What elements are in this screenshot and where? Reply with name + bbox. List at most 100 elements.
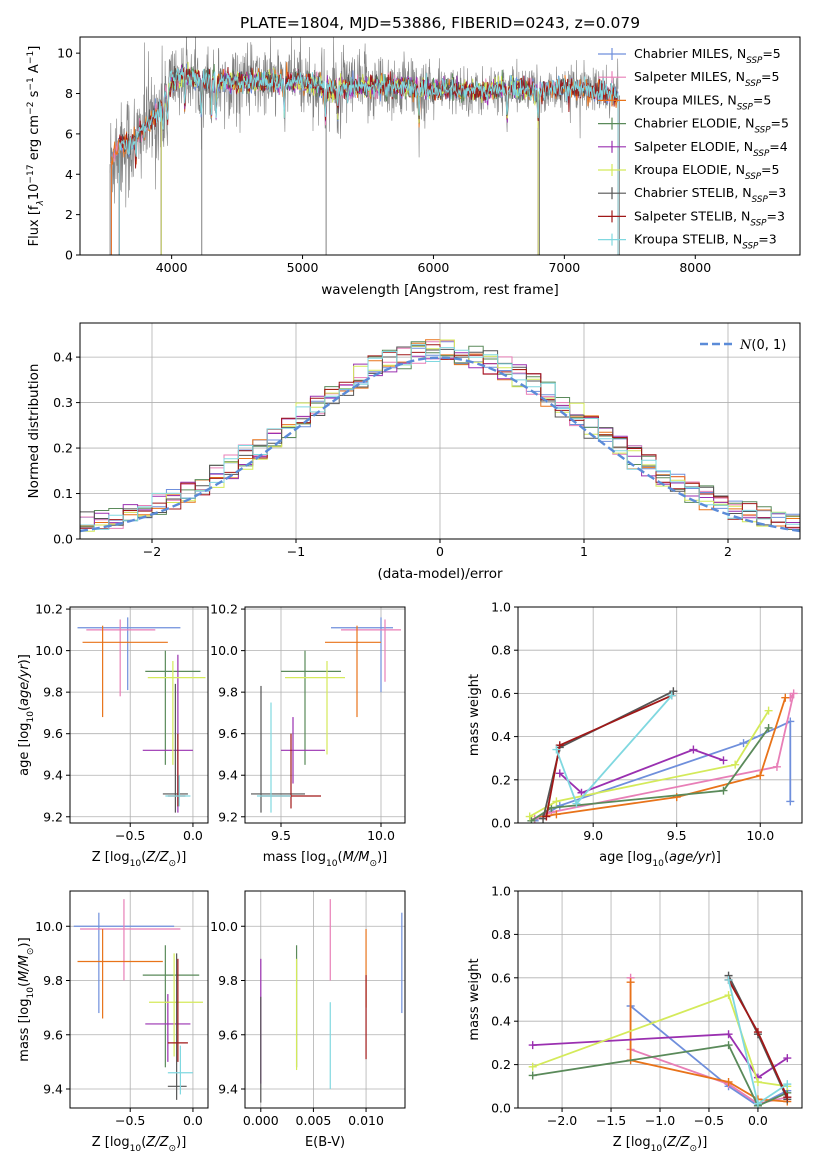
tick-label-x: 6000 xyxy=(418,260,450,275)
tick-label-x: −1 xyxy=(287,544,305,559)
tick-label-y: 0.0 xyxy=(53,532,73,547)
axes-spectrum: 4000 5000 6000 7000 8000 0 2 4 6 8 10 Chabrier MILE… xyxy=(26,36,801,298)
tick-label-x: −1.0 xyxy=(645,1113,675,1128)
legend-label: Chabrier ELODIE, NSSP=5 xyxy=(634,116,789,136)
data-point xyxy=(552,745,561,754)
tick-label-x: −0.5 xyxy=(115,1113,145,1128)
axes-residuals: −2 −1 0 1 2 0.0 0.1 0.2 0.3 0.4 N(0, 1) (data-model… xyxy=(26,322,801,582)
plot-area-mass_weight_vs_age xyxy=(525,687,798,823)
tick-label-x: −2 xyxy=(143,544,161,559)
data-point xyxy=(724,975,733,984)
tick-label-x: −0.5 xyxy=(694,1113,724,1128)
errorbar-kroupa-stelib xyxy=(165,775,191,807)
tick-label-x: 0.005 xyxy=(296,1113,332,1128)
tick-label-y: 9.8 xyxy=(218,973,238,988)
data-point xyxy=(525,812,534,821)
tick-label-y: 9.4 xyxy=(218,1082,238,1097)
x-axis-label: (data-model)/error xyxy=(377,566,503,582)
tick-label-y: 0.8 xyxy=(491,927,511,942)
tick-label-y: 0.0 xyxy=(491,816,511,831)
errorbar-salpeter-miles xyxy=(80,899,181,981)
errorbar-kroupa-miles xyxy=(325,625,381,718)
plot-area-residuals xyxy=(80,339,800,533)
x-axis-label: wavelength [Angstrom, rest frame] xyxy=(321,282,559,298)
tick-label-y: 9.6 xyxy=(43,726,63,741)
errorbar-chabrier-stelib xyxy=(167,953,187,1100)
data-point xyxy=(719,786,728,795)
data-point xyxy=(724,1041,733,1050)
normal-curve xyxy=(80,356,800,533)
tick-label-y: 10.0 xyxy=(35,643,63,658)
axes-mass_weight_vs_Z: −2.0 −1.5 −1.0 −0.5 0.0 0.0 0.2 0.4 0.6 0.8 1.0 Z [… xyxy=(467,884,803,1154)
data-point xyxy=(552,810,561,819)
tick-label-x: 7000 xyxy=(548,260,580,275)
data-point xyxy=(739,739,748,748)
x-axis-label: Z [log10(Z/Z⊙)] xyxy=(92,1135,187,1154)
axes-mass_vs_EBV: 0.000 0.005 0.010 9.4 9.6 9.8 10.0 E(B-V) xyxy=(210,890,406,1150)
x-axis-label: age [log10(age/yr)] xyxy=(599,850,721,869)
errorbar-salpeter-stelib xyxy=(167,958,188,1062)
tick-label-y: 0.6 xyxy=(491,970,511,985)
data-point xyxy=(689,745,698,754)
data-point xyxy=(731,760,740,769)
series-line-kroupa-elodie xyxy=(529,710,770,818)
tick-label-x: 9.0 xyxy=(583,828,603,843)
tick-label-x: 5000 xyxy=(287,260,319,275)
axes-frame xyxy=(69,890,209,1109)
data-point xyxy=(786,797,795,806)
tick-label-y: 9.6 xyxy=(43,1027,63,1042)
data-point xyxy=(753,1028,762,1037)
legend-label: Kroupa STELIB, NSSP=3 xyxy=(634,232,777,252)
tick-label-x: 10.0 xyxy=(746,828,774,843)
tick-label-y: 9.4 xyxy=(43,1082,63,1097)
plot-area-mass_weight_vs_Z xyxy=(528,971,792,1108)
tick-label-x: −2.0 xyxy=(547,1113,577,1128)
data-point xyxy=(719,756,728,765)
errorbar-salpeter-miles xyxy=(86,619,156,697)
data-point xyxy=(555,741,564,750)
tick-label-y: 2 xyxy=(65,207,73,222)
tick-label-y: 9.4 xyxy=(43,768,63,783)
tick-label-y: 1.0 xyxy=(491,884,511,899)
data-point xyxy=(783,1054,792,1063)
legend-label: Kroupa ELODIE, NSSP=5 xyxy=(634,162,779,182)
x-axis-label: mass [log10(M/M⊙)] xyxy=(263,850,387,869)
errorbar-kroupa-stelib xyxy=(167,1045,193,1095)
tick-label-y: 0.4 xyxy=(491,1014,511,1029)
tick-label-y: 10.0 xyxy=(35,919,63,934)
tick-label-x: 0.000 xyxy=(243,1113,279,1128)
spectrum-legend: Chabrier MILES, NSSP=5 Salpeter MILES, NS… xyxy=(598,46,789,252)
legend-label: Chabrier MILES, NSSP=5 xyxy=(634,46,781,66)
axes-mass_vs_Z: −0.5 0.0 9.4 9.6 9.8 10.0 Z [log10(Z/Z⊙)] mass … xyxy=(17,890,209,1154)
data-point xyxy=(528,1071,537,1080)
data-point xyxy=(724,1077,733,1086)
axes-frame xyxy=(517,606,803,824)
y-axis-label: Flux [fλ10−17 erg cm−2 s−1 A−1] xyxy=(26,46,46,247)
y-axis-label: mass [log10(M/M⊙)] xyxy=(17,937,36,1061)
legend-label: Chabrier STELIB, NSSP=3 xyxy=(634,185,786,205)
tick-label-y: 0 xyxy=(65,248,73,263)
y-axis-label: mass weight xyxy=(467,674,482,756)
tick-label-y: 0.3 xyxy=(53,395,73,410)
tick-label-y: 8 xyxy=(65,86,73,101)
axes-age_vs_mass: 9.5 10.0 9.2 9.4 9.6 9.8 10.0 10.2 mass [log10(M… xyxy=(210,602,406,869)
y-axis-label: age [log10(age/yr)] xyxy=(17,654,36,776)
tick-label-y: 0.8 xyxy=(491,643,511,658)
axes-mass_weight_vs_age: 9.0 9.5 10.0 0.0 0.2 0.4 0.6 0.8 1.0 age [log10(a… xyxy=(467,600,803,869)
plot-area-age_vs_mass xyxy=(251,617,401,813)
data-point xyxy=(669,687,678,696)
tick-label-y: 9.6 xyxy=(218,726,238,741)
tick-label-y: 0.2 xyxy=(491,772,511,787)
data-point xyxy=(542,812,551,821)
y-axis-label: Normed distribution xyxy=(26,364,42,499)
tick-label-x: 9.5 xyxy=(271,828,291,843)
errorbar-kroupa-stelib xyxy=(257,702,291,813)
tick-label-x: 2 xyxy=(724,544,732,559)
data-point xyxy=(528,1062,537,1071)
data-point xyxy=(552,797,561,806)
axes-frame xyxy=(69,606,209,824)
data-point xyxy=(789,689,798,698)
data-point xyxy=(527,816,536,823)
